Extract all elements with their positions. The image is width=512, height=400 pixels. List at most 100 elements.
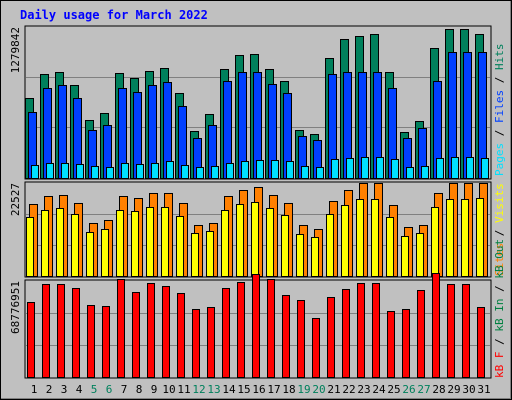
kb-bar	[402, 309, 410, 378]
day-label: 22	[342, 383, 355, 396]
pages-bar	[106, 167, 114, 179]
visits-bar	[431, 207, 439, 277]
kb-bar	[462, 284, 470, 378]
hits-max-label: 1279842	[9, 27, 22, 73]
visits-bar	[26, 217, 34, 277]
day-label: 15	[237, 383, 250, 396]
pages-bar	[211, 166, 219, 179]
day-label: 23	[357, 383, 370, 396]
kb-bar	[312, 318, 320, 378]
kb-bar	[87, 305, 95, 378]
day-label: 12	[192, 383, 205, 396]
kb-bar	[222, 288, 230, 378]
pages-bar	[436, 158, 444, 179]
visits-bar	[146, 207, 154, 277]
day-label: 31	[477, 383, 490, 396]
visits-bar	[476, 198, 484, 277]
day-label: 28	[432, 383, 445, 396]
legend-3: kB F / kB In / kB Out	[493, 239, 506, 378]
kb-bar	[387, 311, 395, 378]
visits-bar	[341, 205, 349, 277]
visits-bar	[311, 237, 319, 277]
visits-bar	[41, 210, 49, 277]
pages-bar	[286, 161, 294, 179]
day-label: 24	[372, 383, 386, 396]
day-label: 6	[106, 383, 113, 396]
day-label: 25	[387, 383, 400, 396]
day-label: 13	[207, 383, 220, 396]
day-label: 30	[462, 383, 475, 396]
pages-bar	[241, 161, 249, 179]
pages-bar	[181, 165, 189, 179]
kb-bar	[447, 284, 455, 378]
chart-title: Daily usage for March 2022	[20, 8, 208, 22]
legend-2: Sites / Visits	[493, 183, 506, 276]
legend-part: Hits	[493, 44, 506, 71]
day-label: 11	[177, 383, 190, 396]
visits-bar	[446, 199, 454, 277]
visits-bar	[401, 236, 409, 277]
pages-bar	[91, 166, 99, 179]
day-label: 20	[312, 383, 325, 396]
visits-bar	[416, 233, 424, 277]
pages-bar	[421, 166, 429, 179]
kb-bar	[117, 279, 125, 378]
day-label: 1	[31, 383, 38, 396]
legend-part: Sites	[493, 243, 506, 276]
visits-bar	[356, 199, 364, 277]
kb-bar	[252, 274, 260, 378]
pages-bar	[301, 166, 309, 179]
day-label: 8	[136, 383, 143, 396]
pages-bar	[31, 165, 39, 179]
kb-bar	[27, 302, 35, 378]
pages-bar	[61, 163, 69, 179]
visits-bar	[296, 234, 304, 277]
day-label: 7	[121, 383, 128, 396]
day-label: 29	[447, 383, 460, 396]
legend-part: kB In	[493, 299, 506, 332]
day-label: 16	[252, 383, 265, 396]
kb-bar	[267, 279, 275, 378]
visits-bar	[86, 232, 94, 277]
day-label: 19	[297, 383, 310, 396]
visits-bar	[71, 214, 79, 277]
pages-bar	[271, 160, 279, 179]
pages-bar	[376, 157, 384, 179]
kb-bar	[177, 293, 185, 378]
visits-bar	[251, 202, 259, 277]
kb-bar	[342, 289, 350, 378]
pages-bar	[46, 163, 54, 179]
kb-bar	[432, 273, 440, 378]
day-label: 9	[151, 383, 158, 396]
pages-bar	[391, 159, 399, 179]
day-label: 18	[282, 383, 295, 396]
kb-bar	[132, 292, 140, 378]
legend-part: /	[493, 332, 506, 352]
pages-bar	[151, 163, 159, 179]
legend-part: /	[493, 223, 506, 243]
day-label: 4	[76, 383, 83, 396]
day-label: 27	[417, 383, 430, 396]
legend-part: /	[493, 123, 506, 143]
pages-bar	[166, 161, 174, 179]
kb-bar	[72, 288, 80, 378]
kb-bar	[327, 297, 335, 378]
kb-bar	[42, 284, 50, 378]
kb-bar	[372, 283, 380, 378]
pages-bar	[256, 160, 264, 179]
kb-max-label: 68776951	[9, 281, 22, 334]
pages-bar	[76, 164, 84, 179]
visits-bar	[236, 204, 244, 277]
pages-bar	[361, 157, 369, 179]
visits-bar	[176, 216, 184, 277]
kb-bar	[102, 306, 110, 378]
pages-bar	[136, 164, 144, 179]
pages-bar	[196, 167, 204, 179]
visits-bar	[461, 199, 469, 277]
day-label: 10	[162, 383, 175, 396]
day-label: 3	[61, 383, 68, 396]
day-label: 2	[46, 383, 53, 396]
visits-bar	[191, 233, 199, 277]
